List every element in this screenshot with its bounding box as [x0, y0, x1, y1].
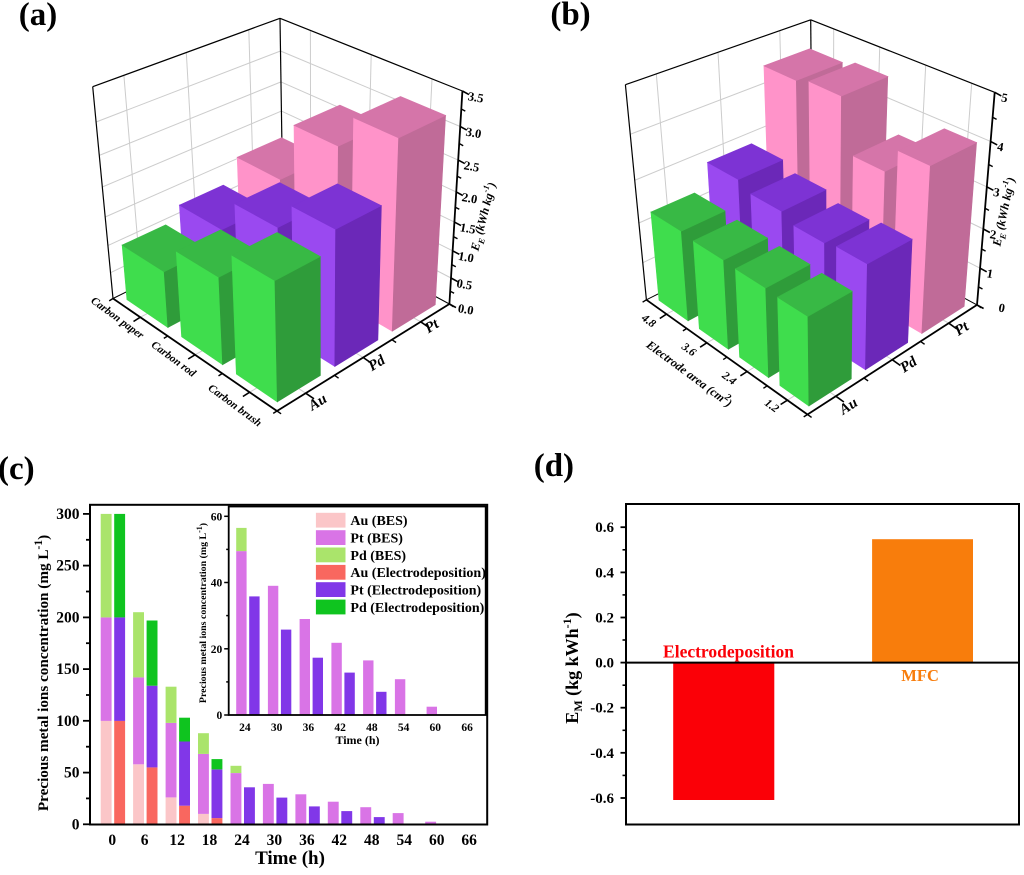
svg-text:2.0: 2.0: [461, 190, 479, 207]
svg-text:Au (Electrodeposition): Au (Electrodeposition): [350, 566, 486, 581]
svg-text:60: 60: [429, 832, 445, 849]
svg-text:EM (kg kWh-1): EM (kg kWh-1): [560, 612, 585, 723]
svg-text:60: 60: [430, 722, 442, 734]
svg-text:42: 42: [332, 832, 348, 849]
svg-text:MFC: MFC: [901, 666, 939, 685]
svg-text:(b): (b): [550, 0, 590, 33]
svg-text:66: 66: [461, 832, 477, 849]
svg-text:(c): (c): [0, 451, 35, 487]
svg-text:100: 100: [56, 713, 80, 730]
svg-text:Electrodeposition: Electrodeposition: [663, 641, 794, 661]
svg-text:300: 300: [56, 506, 80, 523]
svg-text:36: 36: [303, 722, 315, 734]
svg-text:Precious metal ions concentrat: Precious metal ions concentration (mg L-…: [195, 523, 209, 703]
svg-text:48: 48: [366, 722, 378, 734]
svg-text:40: 40: [211, 578, 223, 590]
svg-text:250: 250: [56, 558, 80, 575]
svg-text:Time (h): Time (h): [335, 733, 379, 747]
svg-text:0.5: 0.5: [455, 276, 473, 293]
svg-text:3: 3: [992, 185, 1001, 200]
svg-text:0.2: 0.2: [595, 611, 614, 627]
svg-text:Pt (BES): Pt (BES): [350, 532, 403, 547]
svg-text:Au (BES): Au (BES): [350, 514, 408, 529]
svg-text:30: 30: [271, 722, 283, 734]
svg-text:-0.4: -0.4: [590, 746, 614, 762]
svg-text:3.5: 3.5: [467, 89, 485, 106]
svg-text:4: 4: [996, 140, 1005, 155]
svg-text:(a): (a): [19, 0, 57, 33]
svg-text:1: 1: [986, 266, 995, 281]
svg-text:12: 12: [169, 832, 185, 849]
svg-text:1.5: 1.5: [459, 220, 477, 237]
svg-text:0: 0: [997, 301, 1006, 316]
svg-text:2.5: 2.5: [463, 158, 481, 175]
svg-text:(d): (d): [534, 448, 574, 484]
svg-text:Pd (BES): Pd (BES): [350, 549, 406, 564]
svg-text:48: 48: [364, 832, 380, 849]
svg-text:54: 54: [398, 722, 410, 734]
svg-text:0.0: 0.0: [595, 656, 614, 672]
svg-text:30: 30: [267, 832, 283, 849]
svg-text:5: 5: [1000, 90, 1009, 105]
svg-text:66: 66: [461, 722, 473, 734]
svg-text:0.0: 0.0: [457, 301, 475, 318]
svg-text:Pd (Electrodeposition): Pd (Electrodeposition): [350, 601, 484, 616]
svg-text:18: 18: [202, 832, 218, 849]
svg-text:150: 150: [56, 661, 80, 678]
svg-text:0: 0: [216, 710, 222, 722]
svg-text:-0.2: -0.2: [590, 701, 614, 717]
svg-text:0: 0: [108, 832, 116, 849]
svg-text:0.6: 0.6: [595, 520, 614, 536]
svg-text:20: 20: [211, 644, 223, 656]
svg-text:Time (h): Time (h): [255, 848, 325, 869]
svg-text:200: 200: [56, 609, 80, 626]
svg-text:50: 50: [64, 765, 80, 782]
svg-text:0.4: 0.4: [595, 565, 614, 581]
svg-text:6: 6: [141, 832, 149, 849]
svg-text:1.0: 1.0: [457, 249, 475, 266]
svg-text:-0.6: -0.6: [590, 791, 614, 807]
svg-text:60: 60: [211, 511, 223, 523]
svg-text:Pd: Pd: [366, 352, 389, 375]
svg-text:3.0: 3.0: [465, 125, 483, 142]
svg-text:36: 36: [299, 832, 315, 849]
svg-text:42: 42: [334, 722, 346, 734]
svg-text:Precious metal ions concentrat: Precious metal ions concentration (mg L-…: [33, 535, 52, 811]
svg-text:2: 2: [989, 227, 998, 242]
svg-text:54: 54: [396, 832, 412, 849]
svg-text:0: 0: [72, 816, 80, 833]
svg-text:24: 24: [234, 832, 250, 849]
svg-text:Pt (Electrodeposition): Pt (Electrodeposition): [350, 584, 481, 599]
svg-text:Pd: Pd: [897, 354, 920, 377]
svg-text:24: 24: [239, 722, 251, 734]
